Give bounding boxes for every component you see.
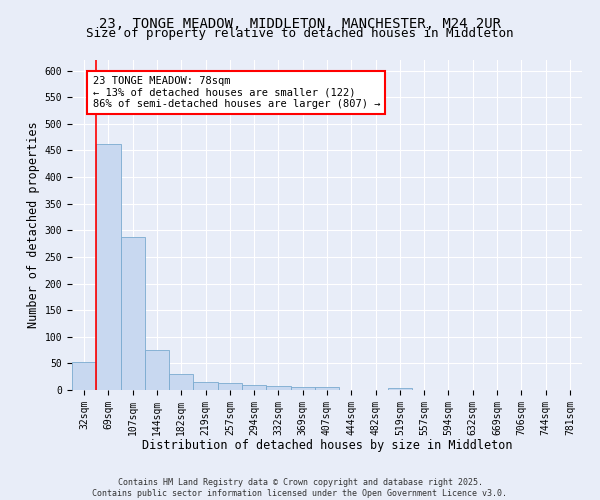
Bar [266, 386, 290, 390]
Y-axis label: Number of detached properties: Number of detached properties [28, 122, 40, 328]
Text: 23 TONGE MEADOW: 78sqm
← 13% of detached houses are smaller (122)
86% of semi-de: 23 TONGE MEADOW: 78sqm ← 13% of detached… [92, 76, 380, 109]
Bar [96, 144, 121, 390]
Bar [242, 384, 266, 390]
Bar [388, 388, 412, 390]
Bar [315, 388, 339, 390]
Bar [290, 388, 315, 390]
Text: Contains HM Land Registry data © Crown copyright and database right 2025.
Contai: Contains HM Land Registry data © Crown c… [92, 478, 508, 498]
X-axis label: Distribution of detached houses by size in Middleton: Distribution of detached houses by size … [142, 439, 512, 452]
Bar [193, 382, 218, 390]
Bar [169, 374, 193, 390]
Text: Size of property relative to detached houses in Middleton: Size of property relative to detached ho… [86, 28, 514, 40]
Text: 23, TONGE MEADOW, MIDDLETON, MANCHESTER, M24 2UR: 23, TONGE MEADOW, MIDDLETON, MANCHESTER,… [99, 18, 501, 32]
Bar [218, 382, 242, 390]
Bar [145, 350, 169, 390]
Bar [121, 237, 145, 390]
Bar [72, 362, 96, 390]
